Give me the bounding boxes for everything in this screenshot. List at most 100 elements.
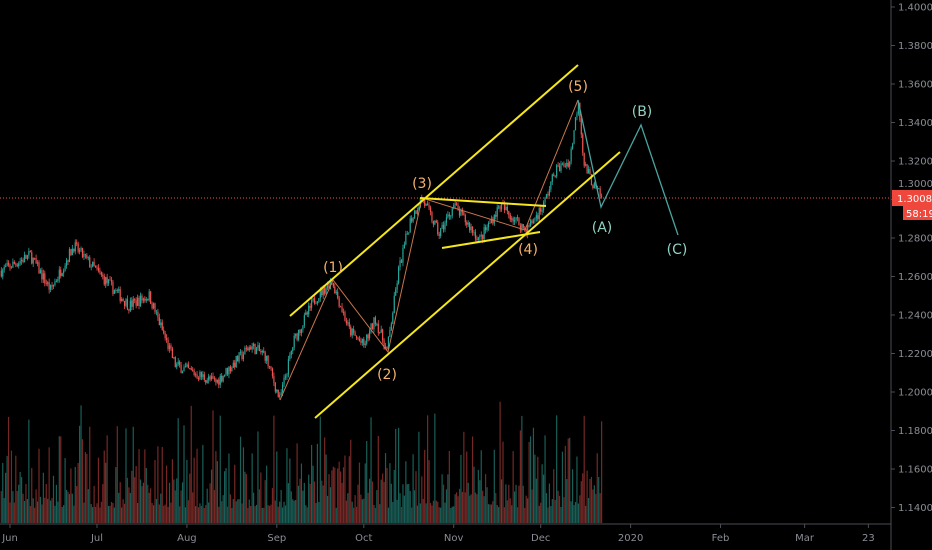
channel-upper-line[interactable] xyxy=(289,64,579,317)
candle-body xyxy=(232,362,234,368)
volume-bar xyxy=(283,501,285,523)
candle-body xyxy=(506,206,508,212)
candle-body xyxy=(493,214,495,224)
candle-body xyxy=(9,264,11,268)
candle-body xyxy=(583,152,585,166)
volume-bar xyxy=(74,466,76,523)
volume-bar xyxy=(425,503,427,523)
volume-bar xyxy=(496,504,498,523)
candle-body xyxy=(141,295,143,301)
candle-body xyxy=(229,366,231,372)
candle-body xyxy=(261,350,263,353)
volume-bar xyxy=(271,488,274,523)
volume-bar xyxy=(297,485,300,523)
candle-body xyxy=(367,334,369,339)
elliott-drawings[interactable] xyxy=(279,64,679,419)
impulse-wave-line[interactable] xyxy=(279,99,579,401)
candle-body xyxy=(235,355,237,368)
correction-wave-line[interactable] xyxy=(577,99,679,236)
volume-bar xyxy=(126,477,129,523)
candle-body xyxy=(441,224,443,229)
candle-body xyxy=(480,234,482,237)
price-tick-label: 1.28000 xyxy=(898,234,932,245)
candle-body xyxy=(315,303,317,305)
volume-bar xyxy=(203,507,205,523)
candle-body xyxy=(154,303,156,312)
volume-bar xyxy=(402,484,404,523)
time-tick-label: Dec xyxy=(531,533,550,544)
candle-body xyxy=(390,323,392,330)
candle-body xyxy=(83,254,85,257)
channel-lower-line[interactable] xyxy=(314,151,621,419)
candle-body xyxy=(580,119,582,135)
volume-bar xyxy=(438,507,440,523)
candle-body xyxy=(457,205,459,210)
volume-bar xyxy=(32,498,34,523)
candle-body xyxy=(576,113,578,118)
candle-body xyxy=(177,361,179,365)
volume-bar xyxy=(486,487,488,523)
volume-bar xyxy=(238,499,240,523)
candle-body xyxy=(448,214,450,217)
candle-body xyxy=(173,357,175,359)
candle-body xyxy=(538,208,540,220)
volume-bar xyxy=(145,468,147,523)
volume-bar xyxy=(160,493,162,523)
volume-bar xyxy=(228,453,230,523)
volume-bar xyxy=(163,505,165,523)
current-price-tag: 1.30088 58:19 xyxy=(892,190,932,220)
volume-bar xyxy=(296,443,298,523)
volume-bar xyxy=(429,502,432,523)
volume-bar xyxy=(492,501,494,523)
candle-body xyxy=(42,273,44,280)
volume-bar xyxy=(500,479,503,523)
candle-body xyxy=(483,227,485,240)
price-axis[interactable]: 1.40000 1.38000 1.36000 1.34000 1.32000 1.300… xyxy=(891,3,932,515)
candle-body xyxy=(157,311,159,318)
volume-bar xyxy=(474,492,477,523)
candle-body xyxy=(557,165,559,167)
volume-bar xyxy=(96,503,98,523)
candle-body xyxy=(444,222,446,230)
volume-bar xyxy=(71,493,73,523)
volume-bar xyxy=(442,484,445,523)
candle-body xyxy=(193,371,195,375)
volume-bar xyxy=(213,490,216,523)
volume-bar xyxy=(576,456,578,523)
time-axis[interactable]: Jun Jul Aug Sep Oct Nov Dec 2020 Feb Mar 23 xyxy=(1,524,875,544)
volume-bar xyxy=(516,507,519,523)
candle-body xyxy=(237,355,239,362)
volume-bar xyxy=(469,495,471,523)
volume-bar xyxy=(493,449,495,523)
candle-body xyxy=(216,379,218,383)
time-tick-label: Oct xyxy=(355,533,372,544)
candle-body xyxy=(299,329,301,334)
volume-bar xyxy=(132,426,134,523)
time-tick-label: 23 xyxy=(862,533,875,544)
candle-body xyxy=(341,306,343,313)
price-tick-label: 1.24000 xyxy=(898,311,932,322)
candle-body xyxy=(200,371,202,377)
triangle-upper-line[interactable] xyxy=(419,197,547,207)
volume-bar xyxy=(63,505,65,523)
volume-bar xyxy=(47,498,49,523)
candle-body xyxy=(383,340,385,349)
volume-bar xyxy=(199,503,201,523)
candle-body xyxy=(379,332,381,334)
volume-bar xyxy=(361,499,363,523)
volume-bar xyxy=(16,491,18,523)
candle-body xyxy=(558,165,561,172)
volume-bar xyxy=(451,506,453,523)
volume-bar xyxy=(331,470,333,523)
candle-body xyxy=(563,163,565,167)
volume-bar xyxy=(287,483,289,523)
triangle-lower-line[interactable] xyxy=(441,231,541,249)
candle-body xyxy=(284,376,287,378)
candle-body xyxy=(267,355,269,367)
volume-bar xyxy=(138,449,140,523)
volume-bar xyxy=(168,482,171,523)
candle-body xyxy=(428,205,430,208)
candle-body xyxy=(292,347,294,351)
volume-bar xyxy=(161,446,163,523)
